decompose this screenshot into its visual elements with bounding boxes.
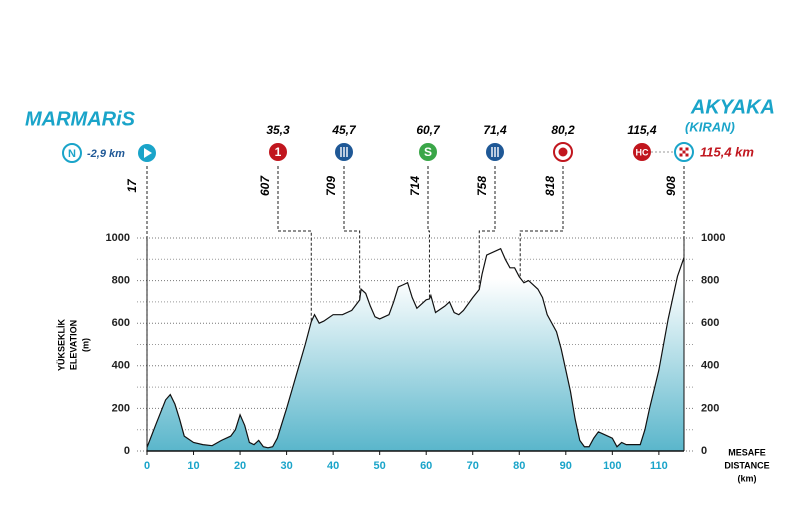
start-arrow — [144, 148, 152, 158]
finish-flag — [679, 147, 683, 151]
marker-km: 71,4 — [483, 123, 507, 137]
x-tick-label: 10 — [187, 460, 199, 472]
marker-icon — [419, 143, 437, 161]
elevation-label: 607 — [258, 175, 272, 196]
neutral-icon — [62, 143, 82, 163]
y2-tick-label: 400 — [701, 360, 719, 372]
marker-leader — [427, 166, 430, 299]
y-tick-label: 0 — [124, 445, 130, 457]
tech-glyph — [558, 147, 568, 157]
finish-name: AKYAKA — [690, 96, 775, 118]
marker-icon-label: 1 — [275, 145, 282, 159]
finish-flag — [685, 147, 689, 151]
marker-icon — [633, 143, 651, 161]
y2-tick-label: 200 — [701, 402, 719, 414]
y2-tick-label: 1000 — [701, 232, 725, 244]
x-tick-label: 80 — [513, 460, 525, 472]
y2-tick-label: 0 — [701, 445, 707, 457]
start-name: MARMARiS — [25, 108, 136, 130]
finish-distance: 115,4 km — [700, 144, 754, 159]
marker-leader — [478, 166, 496, 290]
y-tick-label: 200 — [112, 402, 130, 414]
x-tick-label: 40 — [327, 460, 339, 472]
finish-flag — [685, 153, 689, 157]
x-tick-label: 20 — [234, 460, 246, 472]
y-tick-label: 600 — [112, 317, 130, 329]
finish-subname: (KIRAN) — [685, 119, 735, 134]
finish-flag — [679, 153, 683, 157]
y-tick-label: 800 — [112, 275, 130, 287]
y-axis-label: YÜKSEKLİK — [56, 319, 66, 372]
y-tick-label: 1000 — [106, 232, 130, 244]
marker-icon-label: S — [424, 145, 432, 159]
x-tick-label: 100 — [603, 460, 621, 472]
x-axis-label: DISTANCE — [724, 460, 769, 470]
x-tick-label: 50 — [374, 460, 386, 472]
marker-leader — [343, 166, 361, 300]
y2-tick-label: 600 — [701, 317, 719, 329]
elevation-label: 17 — [125, 178, 139, 193]
marker-km: 80,2 — [551, 123, 575, 137]
neutral-icon-label: N — [68, 148, 76, 160]
elevation-label: 758 — [475, 176, 489, 196]
marker-km: 115,4 — [627, 123, 656, 137]
x-axis-label: (km) — [737, 473, 756, 483]
marker-km: 45,7 — [331, 123, 357, 137]
x-tick-label: 30 — [280, 460, 292, 472]
marker-icon — [269, 143, 287, 161]
elevation-label: 714 — [408, 176, 422, 196]
marker-km: 60,7 — [416, 123, 441, 137]
marker-leader — [277, 166, 312, 322]
x-tick-label: 70 — [467, 460, 479, 472]
y-axis-label: ELEVATION — [68, 320, 78, 370]
marker-km: 35,3 — [266, 123, 290, 137]
y-axis-label: (m) — [80, 338, 90, 352]
x-tick-label: 0 — [144, 460, 150, 472]
finish-flag — [682, 150, 686, 154]
x-tick-label: 60 — [420, 460, 432, 472]
elevation-label: 709 — [324, 176, 338, 196]
neutral-distance: -2,9 km — [87, 148, 125, 160]
elevation-label: 818 — [543, 176, 557, 196]
profile-line — [146, 247, 685, 449]
x-axis-label: MESAFE — [728, 447, 766, 457]
profile-area — [147, 248, 684, 451]
elevation-label: 908 — [664, 176, 678, 196]
x-tick-label: 110 — [650, 460, 668, 472]
x-tick-label: 90 — [560, 460, 572, 472]
y-tick-label: 400 — [112, 360, 130, 372]
y2-tick-label: 800 — [701, 275, 719, 287]
marker-icon-label: HC — [636, 147, 649, 157]
marker-leader — [519, 166, 564, 277]
